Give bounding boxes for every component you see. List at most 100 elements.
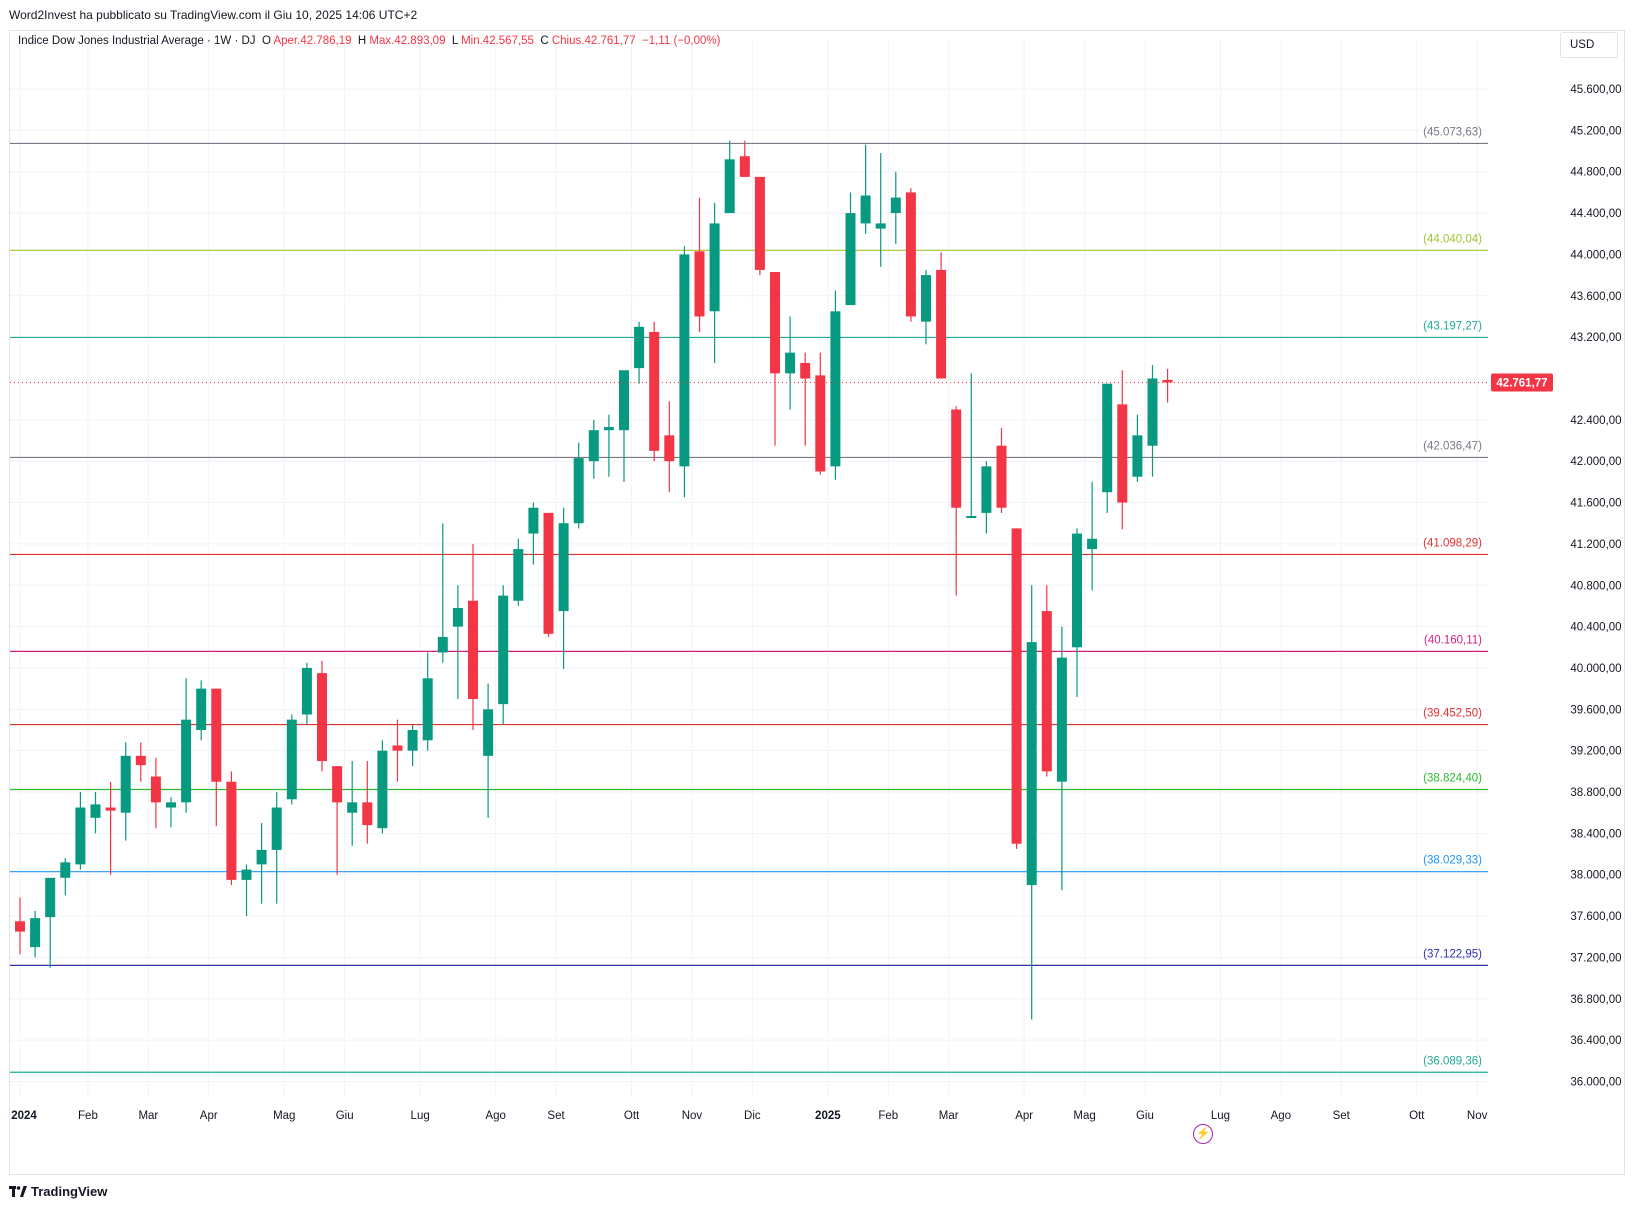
candle[interactable] [1041,585,1052,777]
candle[interactable] [588,419,599,479]
candle[interactable] [286,714,297,805]
price-tick-label: 37.600,00 [1570,911,1621,923]
candle-body [905,192,916,317]
candle[interactable] [558,507,569,669]
candle[interactable] [815,352,826,475]
candle[interactable] [513,538,524,606]
candle[interactable] [60,858,71,896]
candle[interactable] [347,761,358,846]
candle[interactable] [966,373,977,519]
candle[interactable] [1072,528,1082,697]
candle[interactable] [936,252,947,379]
candle[interactable] [785,316,796,410]
candle[interactable] [1102,383,1113,513]
price-tick-label: 45.600,00 [1570,84,1621,96]
candle[interactable] [1026,585,1037,1020]
candle-body [921,275,931,322]
candle[interactable] [800,352,811,446]
candle[interactable] [649,321,660,462]
candle[interactable] [724,140,735,214]
candle[interactable] [921,269,931,345]
candle[interactable] [770,272,780,446]
candle[interactable] [634,321,645,384]
candle[interactable] [75,792,86,870]
candle-body [800,362,811,379]
candle[interactable] [407,724,418,767]
candle[interactable] [301,662,312,725]
candle[interactable] [30,910,41,958]
candle[interactable] [905,188,916,322]
lightning-icon[interactable]: ⚡ [1193,1124,1213,1144]
candle[interactable] [528,502,539,565]
candle[interactable] [830,290,841,480]
candle[interactable] [890,171,901,245]
candle-body [1147,378,1158,446]
candle[interactable] [1162,368,1173,403]
candle[interactable] [996,428,1007,513]
candle[interactable] [1011,528,1022,849]
tradingview-logo[interactable]: TradingView [9,1184,107,1199]
candle-body [181,719,192,803]
candle[interactable] [332,766,343,875]
candle[interactable] [981,461,992,534]
candle[interactable] [619,370,629,482]
candle[interactable] [573,442,584,529]
time-tick-label: Set [547,1110,565,1122]
candle[interactable] [150,757,161,829]
candle[interactable] [241,864,252,917]
candle[interactable] [437,523,448,663]
candle[interactable] [1087,481,1098,591]
candle[interactable] [845,192,856,306]
candle[interactable] [754,176,765,276]
candle-body [75,807,86,865]
candle[interactable] [392,719,403,782]
candle[interactable] [166,797,176,828]
candle[interactable] [256,823,267,904]
candle[interactable] [679,246,690,498]
candle[interactable] [483,683,494,818]
candle[interactable] [1056,626,1067,891]
candle[interactable] [90,792,101,834]
price-tick-label: 40.000,00 [1570,663,1621,675]
candle[interactable] [664,401,675,493]
candle[interactable] [498,585,509,725]
candle[interactable] [875,153,886,267]
candle[interactable] [1132,414,1143,482]
candle[interactable] [422,652,433,751]
candle[interactable] [1147,365,1158,477]
candle[interactable] [603,414,614,477]
candle[interactable] [15,897,25,955]
time-tick-label: Apr [1015,1110,1033,1122]
candle-body [1056,657,1067,782]
candle[interactable] [317,660,327,772]
currency-button[interactable]: USD [1560,32,1618,58]
candle[interactable] [181,678,192,813]
candle[interactable] [694,197,705,332]
candle[interactable] [543,512,554,637]
candle[interactable] [739,140,750,177]
candle[interactable] [226,771,237,886]
candle[interactable] [377,740,388,834]
candle-body [362,802,373,826]
candle[interactable] [468,543,478,730]
price-tick-label: 43.600,00 [1570,291,1621,303]
candle[interactable] [211,688,222,827]
candle[interactable] [362,761,373,844]
candle[interactable] [709,202,720,363]
time-tick-label: Ago [1271,1110,1291,1122]
candle-body [664,435,675,462]
candle[interactable] [196,680,207,741]
candle[interactable] [45,877,56,968]
candle[interactable] [271,792,282,904]
candle[interactable] [452,585,463,699]
price-tick-label: 40.800,00 [1570,580,1621,592]
candle[interactable] [860,144,871,234]
candle[interactable] [951,406,962,596]
candle[interactable] [105,781,116,875]
candle[interactable] [120,742,131,841]
candle[interactable] [135,742,146,782]
legend-close-label: C [540,35,549,47]
candle[interactable] [1117,370,1128,530]
time-tick-label: 2024 [11,1110,37,1122]
